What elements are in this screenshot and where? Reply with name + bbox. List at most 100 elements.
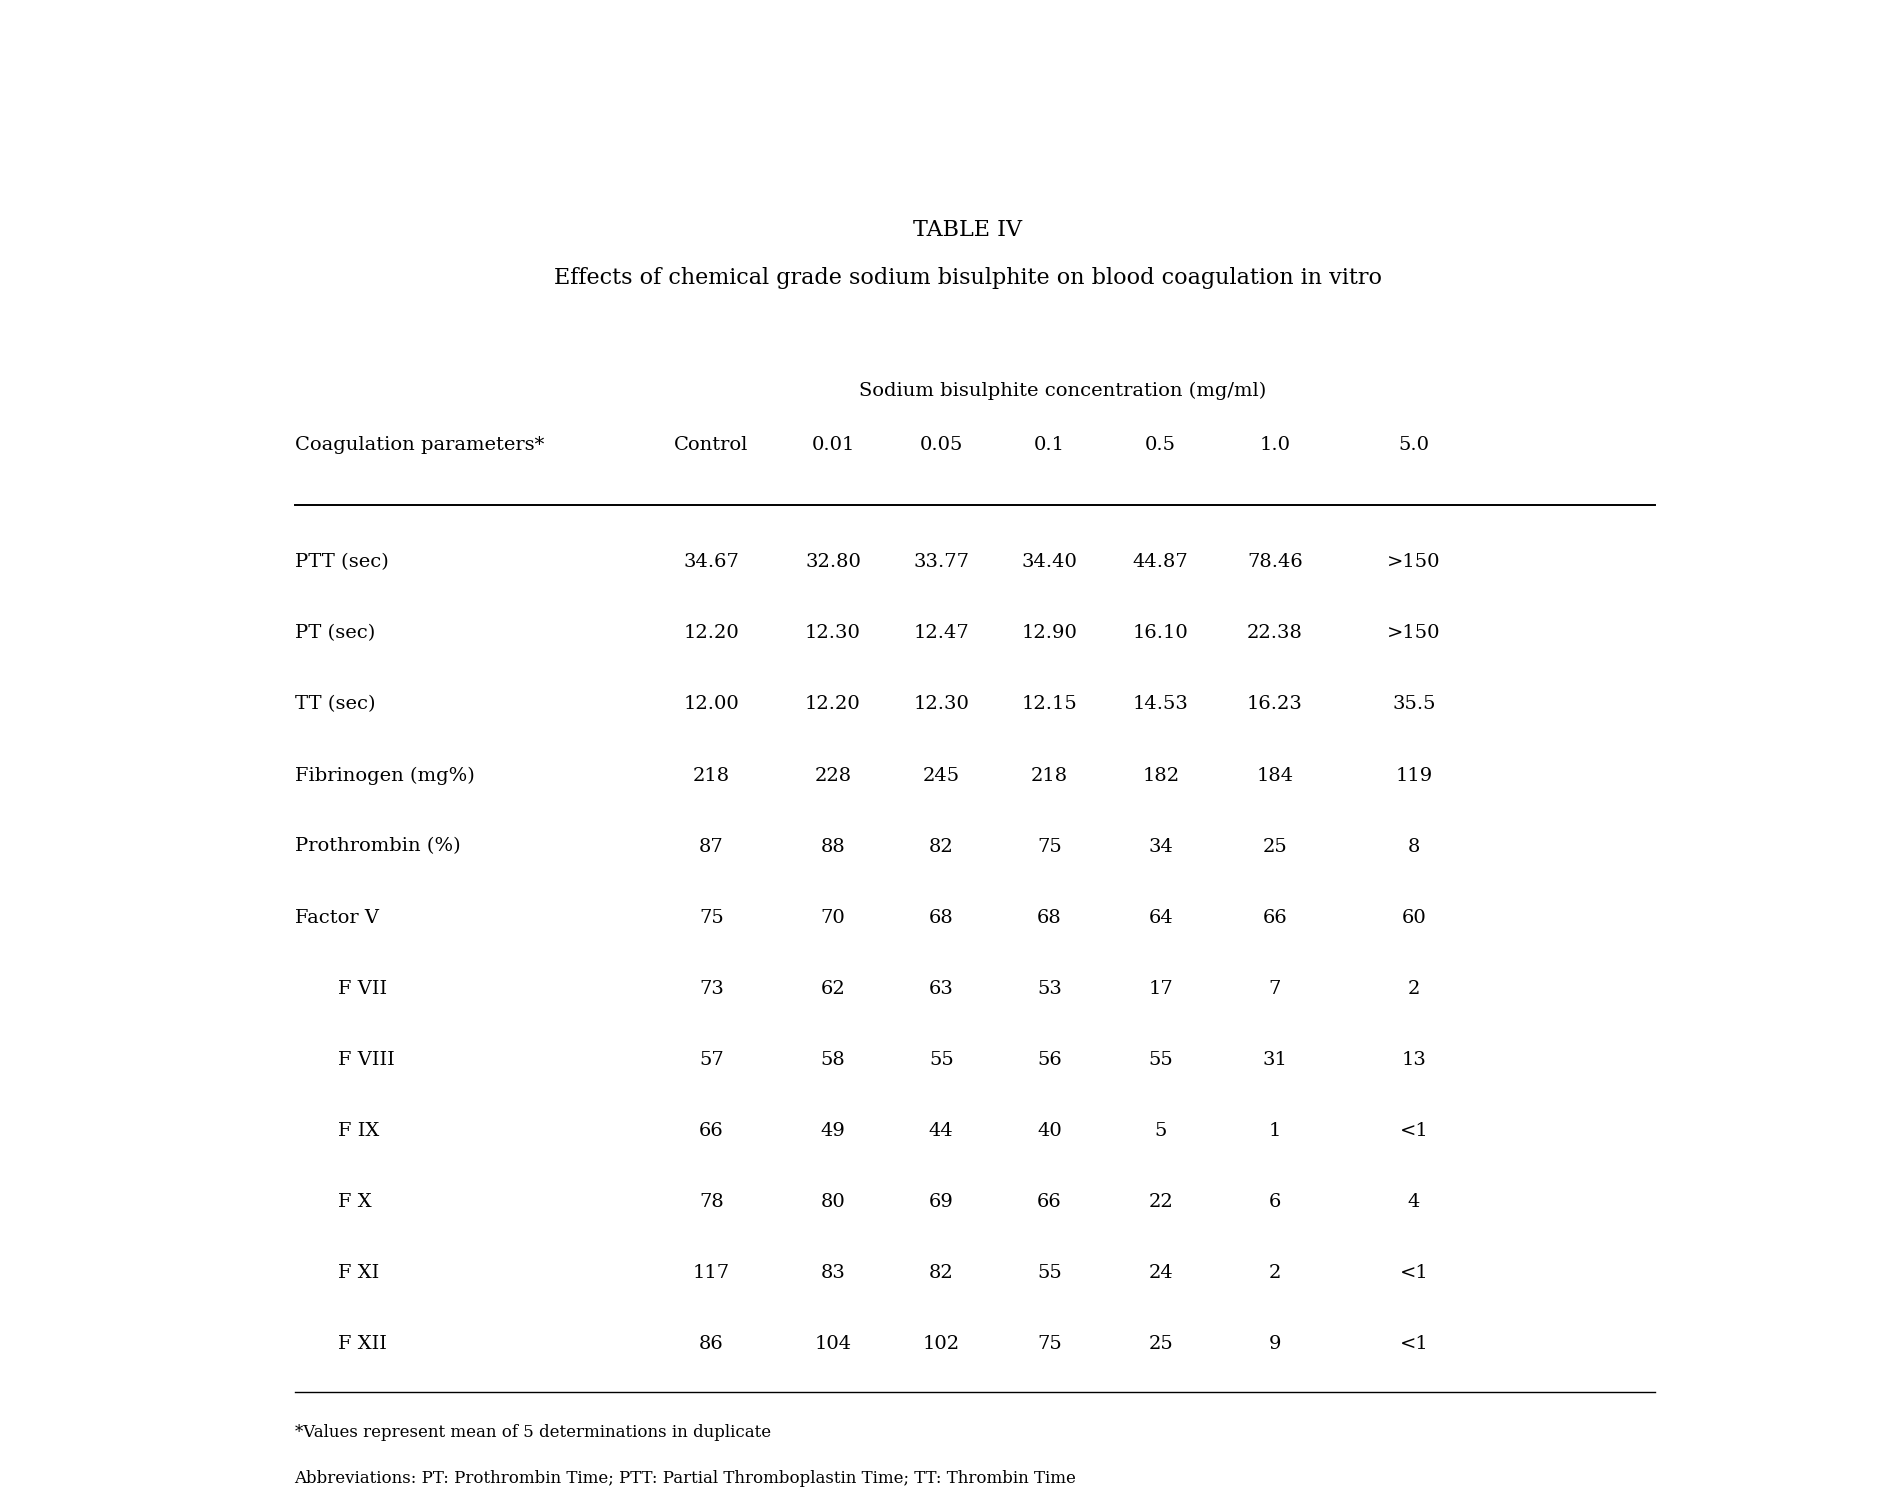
Text: 80: 80 — [821, 1193, 846, 1211]
Text: 5: 5 — [1155, 1122, 1167, 1140]
Text: 75: 75 — [1037, 1335, 1061, 1353]
Text: <1: <1 — [1399, 1335, 1427, 1353]
Text: TT (sec): TT (sec) — [295, 695, 376, 713]
Text: Coagulation parameters*: Coagulation parameters* — [295, 436, 544, 454]
Text: 245: 245 — [923, 766, 959, 784]
Text: 22.38: 22.38 — [1246, 625, 1303, 643]
Text: <1: <1 — [1399, 1122, 1427, 1140]
Text: 55: 55 — [929, 1051, 953, 1068]
Text: 8: 8 — [1408, 838, 1420, 856]
Text: 12.47: 12.47 — [914, 625, 969, 643]
Text: Abbreviations: PT: Prothrombin Time; PTT: Partial Thromboplastin Time; TT: Throm: Abbreviations: PT: Prothrombin Time; PTT… — [295, 1470, 1076, 1487]
Text: 12.20: 12.20 — [804, 695, 861, 713]
Text: 12.00: 12.00 — [683, 695, 740, 713]
Text: 119: 119 — [1395, 766, 1433, 784]
Text: 7: 7 — [1269, 979, 1282, 997]
Text: 88: 88 — [821, 838, 846, 856]
Text: 22: 22 — [1148, 1193, 1172, 1211]
Text: PTT (sec): PTT (sec) — [295, 554, 389, 571]
Text: 55: 55 — [1037, 1263, 1061, 1281]
Text: 64: 64 — [1148, 909, 1172, 927]
Text: 184: 184 — [1256, 766, 1293, 784]
Text: 12.20: 12.20 — [683, 625, 740, 643]
Text: 53: 53 — [1037, 979, 1061, 997]
Text: 4: 4 — [1408, 1193, 1420, 1211]
Text: 83: 83 — [821, 1263, 846, 1281]
Text: >150: >150 — [1388, 625, 1441, 643]
Text: 182: 182 — [1142, 766, 1180, 784]
Text: 86: 86 — [699, 1335, 723, 1353]
Text: 56: 56 — [1037, 1051, 1061, 1068]
Text: 102: 102 — [923, 1335, 959, 1353]
Text: 0.5: 0.5 — [1146, 436, 1176, 454]
Text: 44.87: 44.87 — [1133, 554, 1189, 571]
Text: *Values represent mean of 5 determinations in duplicate: *Values represent mean of 5 determinatio… — [295, 1424, 770, 1440]
Text: 66: 66 — [1263, 909, 1288, 927]
Text: Factor V: Factor V — [295, 909, 378, 927]
Text: 24: 24 — [1148, 1263, 1172, 1281]
Text: 75: 75 — [1037, 838, 1061, 856]
Text: F XII: F XII — [338, 1335, 387, 1353]
Text: 44: 44 — [929, 1122, 953, 1140]
Text: 82: 82 — [929, 1263, 953, 1281]
Text: 32.80: 32.80 — [804, 554, 861, 571]
Text: 0.1: 0.1 — [1035, 436, 1065, 454]
Text: <1: <1 — [1399, 1263, 1427, 1281]
Text: 25: 25 — [1263, 838, 1288, 856]
Text: 60: 60 — [1401, 909, 1425, 927]
Text: TABLE IV: TABLE IV — [914, 219, 1021, 241]
Text: F IX: F IX — [338, 1122, 379, 1140]
Text: 0.01: 0.01 — [812, 436, 855, 454]
Text: 12.15: 12.15 — [1021, 695, 1078, 713]
Text: 66: 66 — [1037, 1193, 1061, 1211]
Text: 2: 2 — [1408, 979, 1420, 997]
Text: 62: 62 — [821, 979, 846, 997]
Text: 6: 6 — [1269, 1193, 1282, 1211]
Text: 14.53: 14.53 — [1133, 695, 1189, 713]
Text: 78: 78 — [699, 1193, 723, 1211]
Text: Prothrombin (%): Prothrombin (%) — [295, 838, 461, 856]
Text: 5.0: 5.0 — [1399, 436, 1429, 454]
Text: 25: 25 — [1148, 1335, 1172, 1353]
Text: 1: 1 — [1269, 1122, 1282, 1140]
Text: 218: 218 — [1031, 766, 1069, 784]
Text: 57: 57 — [699, 1051, 723, 1068]
Text: 117: 117 — [693, 1263, 731, 1281]
Text: 13: 13 — [1401, 1051, 1425, 1068]
Text: 34.67: 34.67 — [683, 554, 740, 571]
Text: 17: 17 — [1148, 979, 1172, 997]
Text: 0.05: 0.05 — [919, 436, 963, 454]
Text: 9: 9 — [1269, 1335, 1282, 1353]
Text: 12.90: 12.90 — [1021, 625, 1078, 643]
Text: 87: 87 — [699, 838, 723, 856]
Text: 78.46: 78.46 — [1246, 554, 1303, 571]
Text: 1.0: 1.0 — [1259, 436, 1290, 454]
Text: 73: 73 — [699, 979, 723, 997]
Text: 82: 82 — [929, 838, 953, 856]
Text: 228: 228 — [814, 766, 851, 784]
Text: 69: 69 — [929, 1193, 953, 1211]
Text: 2: 2 — [1269, 1263, 1282, 1281]
Text: 40: 40 — [1037, 1122, 1061, 1140]
Text: 66: 66 — [699, 1122, 723, 1140]
Text: 70: 70 — [821, 909, 846, 927]
Text: 12.30: 12.30 — [804, 625, 861, 643]
Text: 218: 218 — [693, 766, 731, 784]
Text: 68: 68 — [1037, 909, 1061, 927]
Text: Fibrinogen (mg%): Fibrinogen (mg%) — [295, 766, 474, 784]
Text: 34: 34 — [1148, 838, 1172, 856]
Text: 33.77: 33.77 — [914, 554, 969, 571]
Text: Effects of chemical grade sodium bisulphite on blood coagulation in vitro: Effects of chemical grade sodium bisulph… — [553, 266, 1382, 289]
Text: 31: 31 — [1263, 1051, 1288, 1068]
Text: 49: 49 — [821, 1122, 846, 1140]
Text: 75: 75 — [699, 909, 723, 927]
Text: F XI: F XI — [338, 1263, 379, 1281]
Text: >150: >150 — [1388, 554, 1441, 571]
Text: F VII: F VII — [338, 979, 387, 997]
Text: PT (sec): PT (sec) — [295, 625, 376, 643]
Text: 104: 104 — [814, 1335, 851, 1353]
Text: F X: F X — [338, 1193, 372, 1211]
Text: 55: 55 — [1148, 1051, 1172, 1068]
Text: 34.40: 34.40 — [1021, 554, 1078, 571]
Text: 16.23: 16.23 — [1246, 695, 1303, 713]
